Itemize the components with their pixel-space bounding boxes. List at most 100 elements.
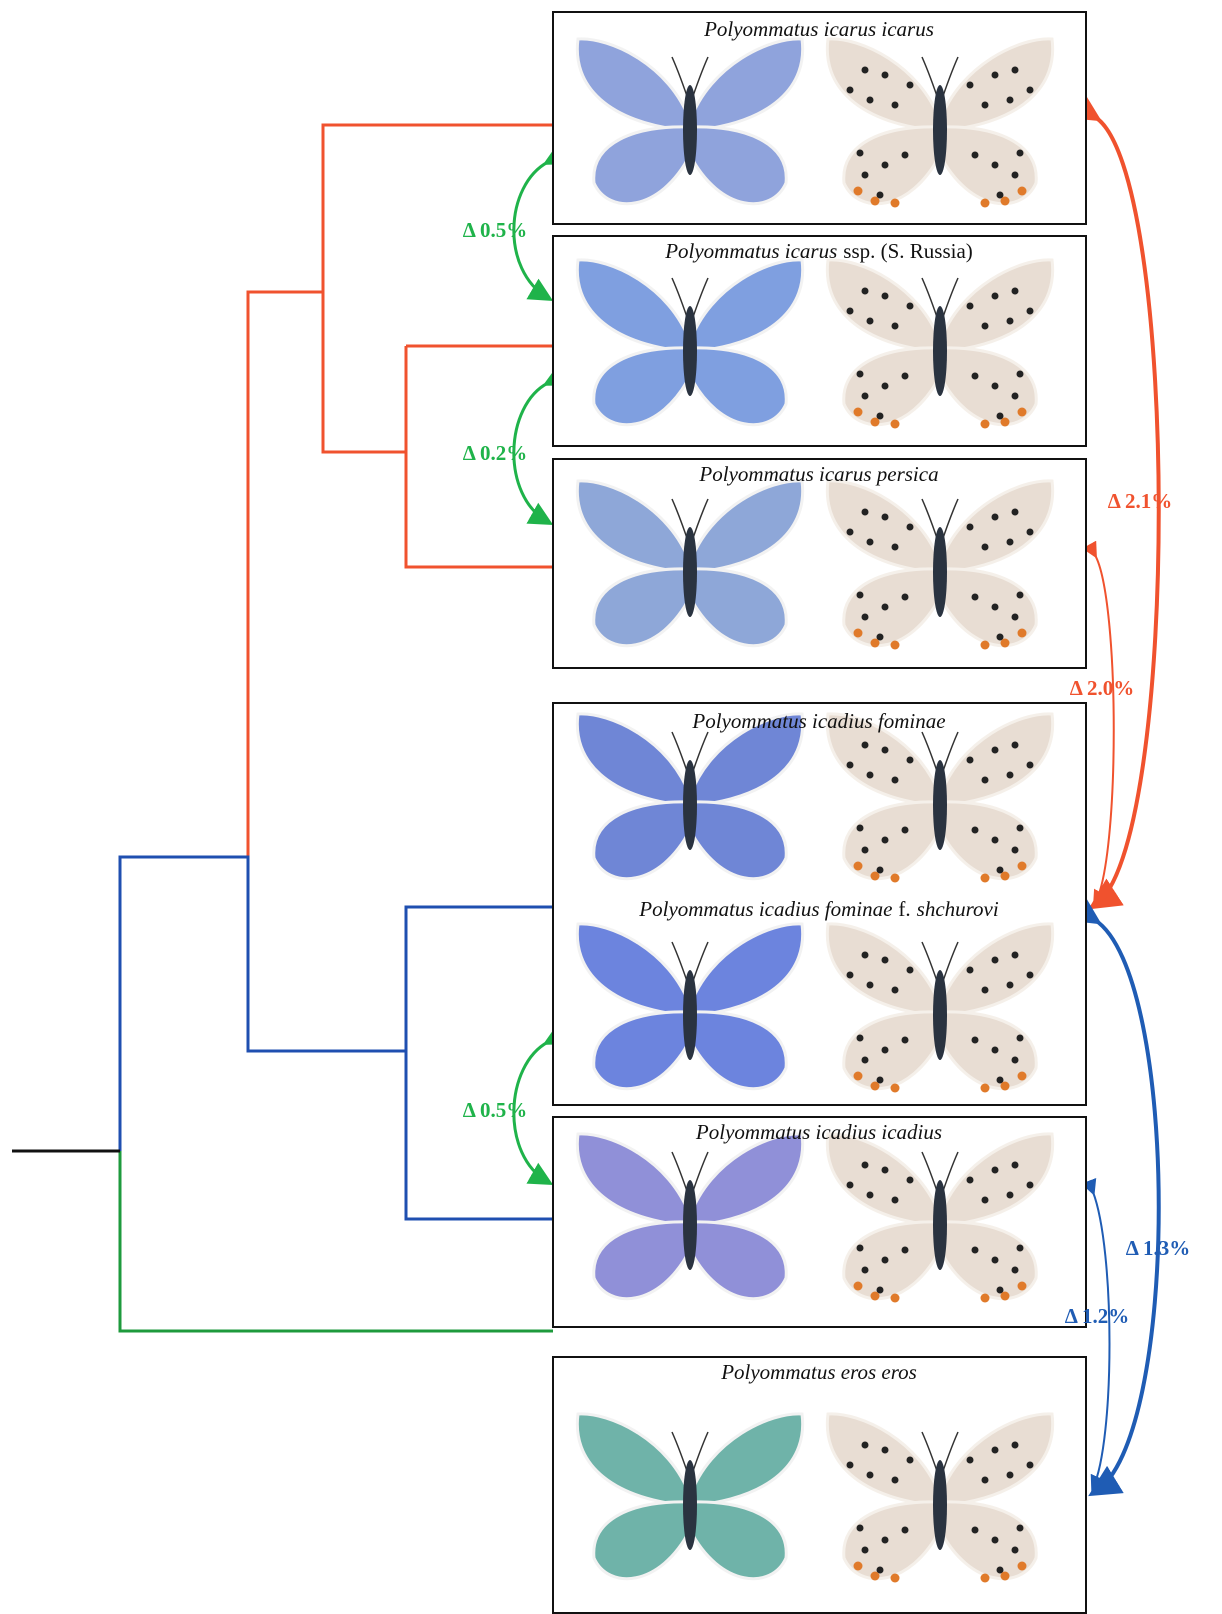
- spot: [907, 1457, 914, 1464]
- spot: [1012, 1442, 1019, 1449]
- arrow: [1095, 555, 1114, 903]
- spot: [862, 1547, 869, 1554]
- lunule: [854, 408, 863, 417]
- spot: [847, 1182, 854, 1189]
- lunule: [1001, 1292, 1010, 1301]
- branch: [120, 1151, 553, 1331]
- spot: [902, 1527, 909, 1534]
- lunule: [871, 872, 880, 881]
- spot: [982, 102, 989, 109]
- spot: [992, 837, 999, 844]
- spot: [992, 162, 999, 169]
- lunule: [1018, 187, 1027, 196]
- spot: [992, 1047, 999, 1054]
- lunule: [981, 420, 990, 429]
- title-part: shchurovi: [917, 897, 999, 921]
- spot: [882, 383, 889, 390]
- lunule: [1001, 197, 1010, 206]
- body: [933, 527, 947, 617]
- body: [683, 970, 697, 1060]
- spot: [972, 373, 979, 380]
- spot: [857, 592, 864, 599]
- spot: [862, 288, 869, 295]
- spot: [892, 777, 899, 784]
- spot: [862, 1162, 869, 1169]
- spot: [1027, 972, 1034, 979]
- spot: [902, 373, 909, 380]
- spot: [847, 972, 854, 979]
- spot: [902, 594, 909, 601]
- figure: Polyommatus icarus icarus Polyommatus ica…: [0, 0, 1222, 1614]
- spot: [867, 1192, 874, 1199]
- tree: [12, 125, 553, 1331]
- title-part: f.: [898, 897, 910, 921]
- spot: [1027, 529, 1034, 536]
- spot: [892, 987, 899, 994]
- spot: [992, 604, 999, 611]
- spot: [892, 323, 899, 330]
- spot: [882, 72, 889, 79]
- spot: [1007, 318, 1014, 325]
- lunule: [1001, 872, 1010, 881]
- title-part: ssp. (S. Russia): [843, 239, 973, 263]
- spot: [847, 529, 854, 536]
- spot: [992, 1447, 999, 1454]
- spot: [982, 987, 989, 994]
- spot: [857, 1245, 864, 1252]
- spot: [882, 1257, 889, 1264]
- specimen-title: Polyommatus icarus icarus: [703, 17, 934, 41]
- lunule: [1018, 629, 1027, 638]
- spot: [1017, 1525, 1024, 1532]
- specimen-title: Polyommatus icarusssp. (S. Russia): [664, 239, 973, 263]
- lunule: [891, 199, 900, 208]
- spot: [862, 509, 869, 516]
- spot: [882, 293, 889, 300]
- spot: [1017, 1245, 1024, 1252]
- lunule: [871, 1082, 880, 1091]
- spot: [992, 747, 999, 754]
- spot: [1027, 308, 1034, 315]
- lunule: [854, 1562, 863, 1571]
- spot: [1007, 982, 1014, 989]
- spot: [1007, 97, 1014, 104]
- lunule: [891, 420, 900, 429]
- spot: [882, 1167, 889, 1174]
- spot: [972, 1037, 979, 1044]
- title-part: Polyommatus icadius fominae: [638, 897, 892, 921]
- spot: [1017, 592, 1024, 599]
- spot: [1007, 772, 1014, 779]
- body: [933, 970, 947, 1060]
- distance-label: Δ 0.5%: [463, 218, 528, 242]
- spot: [1007, 1472, 1014, 1479]
- spot: [967, 757, 974, 764]
- spot: [902, 152, 909, 159]
- spot: [857, 825, 864, 832]
- spot: [982, 544, 989, 551]
- arrow: [1093, 1192, 1110, 1488]
- spot: [867, 1472, 874, 1479]
- title-part: Polyommatus icarus persica: [698, 462, 938, 486]
- body: [933, 306, 947, 396]
- spot: [982, 323, 989, 330]
- spot: [1012, 614, 1019, 621]
- specimen-title: Polyommatus icadius fominae: [691, 709, 945, 733]
- lunule: [891, 874, 900, 883]
- spot: [992, 1257, 999, 1264]
- spot: [1012, 288, 1019, 295]
- spot: [907, 82, 914, 89]
- spot: [867, 982, 874, 989]
- spot: [907, 1177, 914, 1184]
- lunule: [1018, 1072, 1027, 1081]
- spot: [902, 1247, 909, 1254]
- spot: [972, 827, 979, 834]
- spot: [867, 97, 874, 104]
- spot: [1012, 1547, 1019, 1554]
- spot: [862, 742, 869, 749]
- spot: [907, 757, 914, 764]
- title-part: Polyommatus icarus: [664, 239, 837, 263]
- spot: [847, 762, 854, 769]
- spot: [1012, 742, 1019, 749]
- spot: [1027, 762, 1034, 769]
- spot: [907, 524, 914, 531]
- spot: [867, 539, 874, 546]
